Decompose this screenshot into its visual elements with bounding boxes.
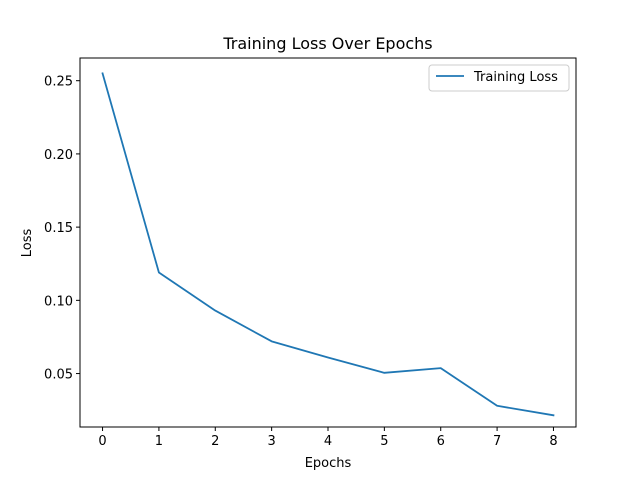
plot-area: [80, 58, 576, 427]
y-tick-label: 0.05: [44, 368, 73, 383]
x-tick-label: 4: [324, 434, 332, 449]
y-axis-label: Loss: [20, 229, 35, 258]
series-line: [101, 72, 555, 417]
x-axis-ticks: 0 1 2 3 4 5 6 7 8: [98, 427, 558, 449]
y-tick-label: 0.15: [44, 221, 73, 236]
x-tick-label: 2: [211, 434, 219, 449]
y-tick-label: 0.10: [44, 294, 73, 309]
series-layer: [101, 72, 555, 417]
x-tick-label: 5: [380, 434, 388, 449]
x-tick-label: 1: [155, 434, 163, 449]
x-axis-label: Epochs: [305, 456, 352, 471]
x-tick-label: 0: [98, 434, 106, 449]
chart-title: Training Loss Over Epochs: [222, 34, 432, 53]
legend-label: Training Loss: [473, 70, 558, 85]
x-tick-label: 8: [549, 434, 557, 449]
legend: Training Loss: [428, 64, 570, 92]
y-tick-label: 0.20: [44, 148, 73, 163]
x-tick-label: 7: [493, 434, 501, 449]
x-tick-label: 6: [437, 434, 445, 449]
y-tick-label: 0.25: [44, 75, 73, 90]
plot-frame: [79, 57, 577, 428]
legend-box: [428, 64, 570, 92]
y-axis-ticks: 0.05 0.10 0.15 0.20 0.25: [44, 75, 80, 383]
x-tick-label: 3: [267, 434, 275, 449]
